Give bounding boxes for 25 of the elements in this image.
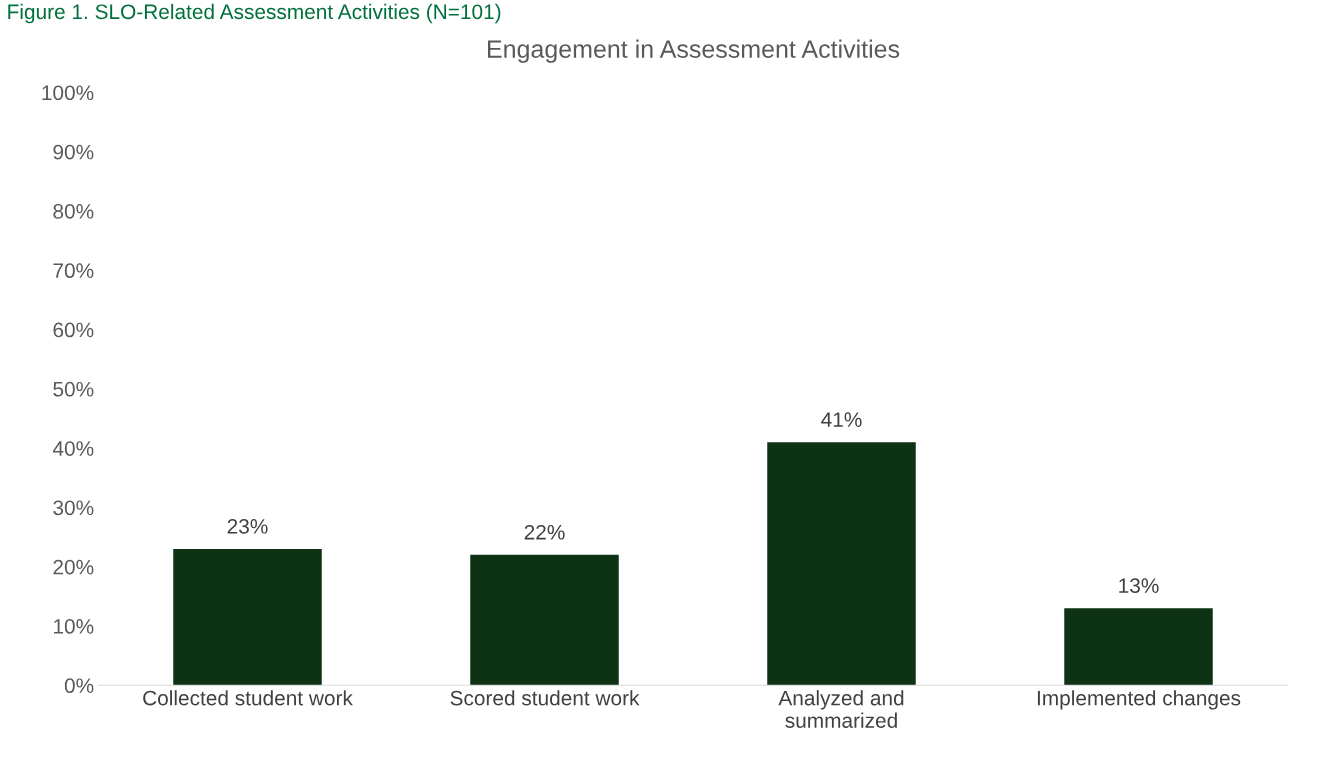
x-tick-label: Analyzed and summarized xyxy=(778,690,904,728)
y-tick-label: 20% xyxy=(53,559,94,575)
y-tick-label: 10% xyxy=(54,619,94,634)
caption: Figure 1. SLO-Related Assessment Activities (N=101) xyxy=(8,3,501,24)
x-tick-label: Scored student work xyxy=(450,690,640,706)
y-tick-label: 0% xyxy=(64,678,94,694)
data-label: 13% xyxy=(1119,578,1159,593)
y-tick-label: 100% xyxy=(42,85,94,101)
bar xyxy=(470,554,619,686)
data-label: 22% xyxy=(524,524,565,540)
y-tick-label: 70% xyxy=(53,263,94,279)
y-tick-label: 50% xyxy=(53,381,94,397)
bar xyxy=(767,442,916,686)
x-tick-label: Implemented changes xyxy=(1037,690,1241,710)
y-tick-label: 90% xyxy=(53,144,94,160)
bar xyxy=(173,548,322,686)
bar xyxy=(1064,608,1213,686)
y-tick-label: 40% xyxy=(52,441,94,456)
data-label: 41% xyxy=(821,412,862,427)
data-label: 23% xyxy=(227,518,268,534)
chart-title: Engagement in Assessment Activities xyxy=(488,39,900,63)
y-tick-label: 60% xyxy=(53,322,94,338)
y-tick-label: 80% xyxy=(53,203,94,219)
x-tick-label: Collected student work xyxy=(143,690,353,706)
y-tick-label: 30% xyxy=(53,500,94,516)
